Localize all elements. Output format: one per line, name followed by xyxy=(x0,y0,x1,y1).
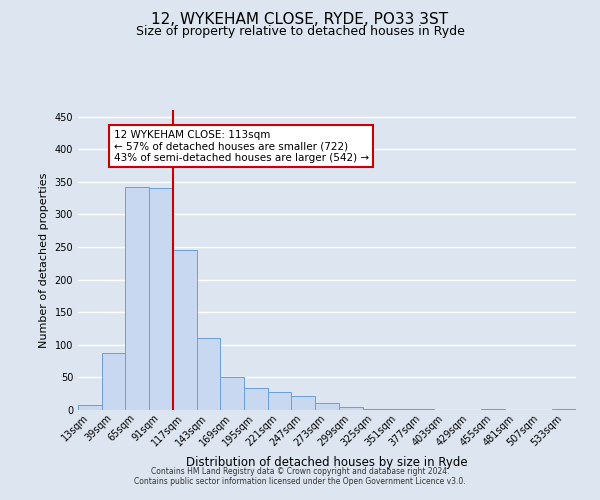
Bar xyxy=(78,406,102,410)
Bar xyxy=(244,388,268,410)
Bar xyxy=(292,396,315,410)
Bar xyxy=(362,408,386,410)
Bar xyxy=(220,378,244,410)
Bar xyxy=(197,338,220,410)
Bar xyxy=(173,250,197,410)
Bar xyxy=(315,404,339,410)
Bar xyxy=(102,352,125,410)
Text: 12, WYKEHAM CLOSE, RYDE, PO33 3ST: 12, WYKEHAM CLOSE, RYDE, PO33 3ST xyxy=(151,12,449,28)
Y-axis label: Number of detached properties: Number of detached properties xyxy=(39,172,49,348)
Bar xyxy=(149,188,173,410)
Text: Size of property relative to detached houses in Ryde: Size of property relative to detached ho… xyxy=(136,25,464,38)
X-axis label: Distribution of detached houses by size in Ryde: Distribution of detached houses by size … xyxy=(186,456,468,469)
Bar xyxy=(386,408,410,410)
Bar xyxy=(125,187,149,410)
Text: 12 WYKEHAM CLOSE: 113sqm
← 57% of detached houses are smaller (722)
43% of semi-: 12 WYKEHAM CLOSE: 113sqm ← 57% of detach… xyxy=(113,130,368,163)
Bar xyxy=(268,392,292,410)
Bar xyxy=(339,406,362,410)
Text: Contains public sector information licensed under the Open Government Licence v3: Contains public sector information licen… xyxy=(134,477,466,486)
Text: Contains HM Land Registry data © Crown copyright and database right 2024.: Contains HM Land Registry data © Crown c… xyxy=(151,467,449,476)
